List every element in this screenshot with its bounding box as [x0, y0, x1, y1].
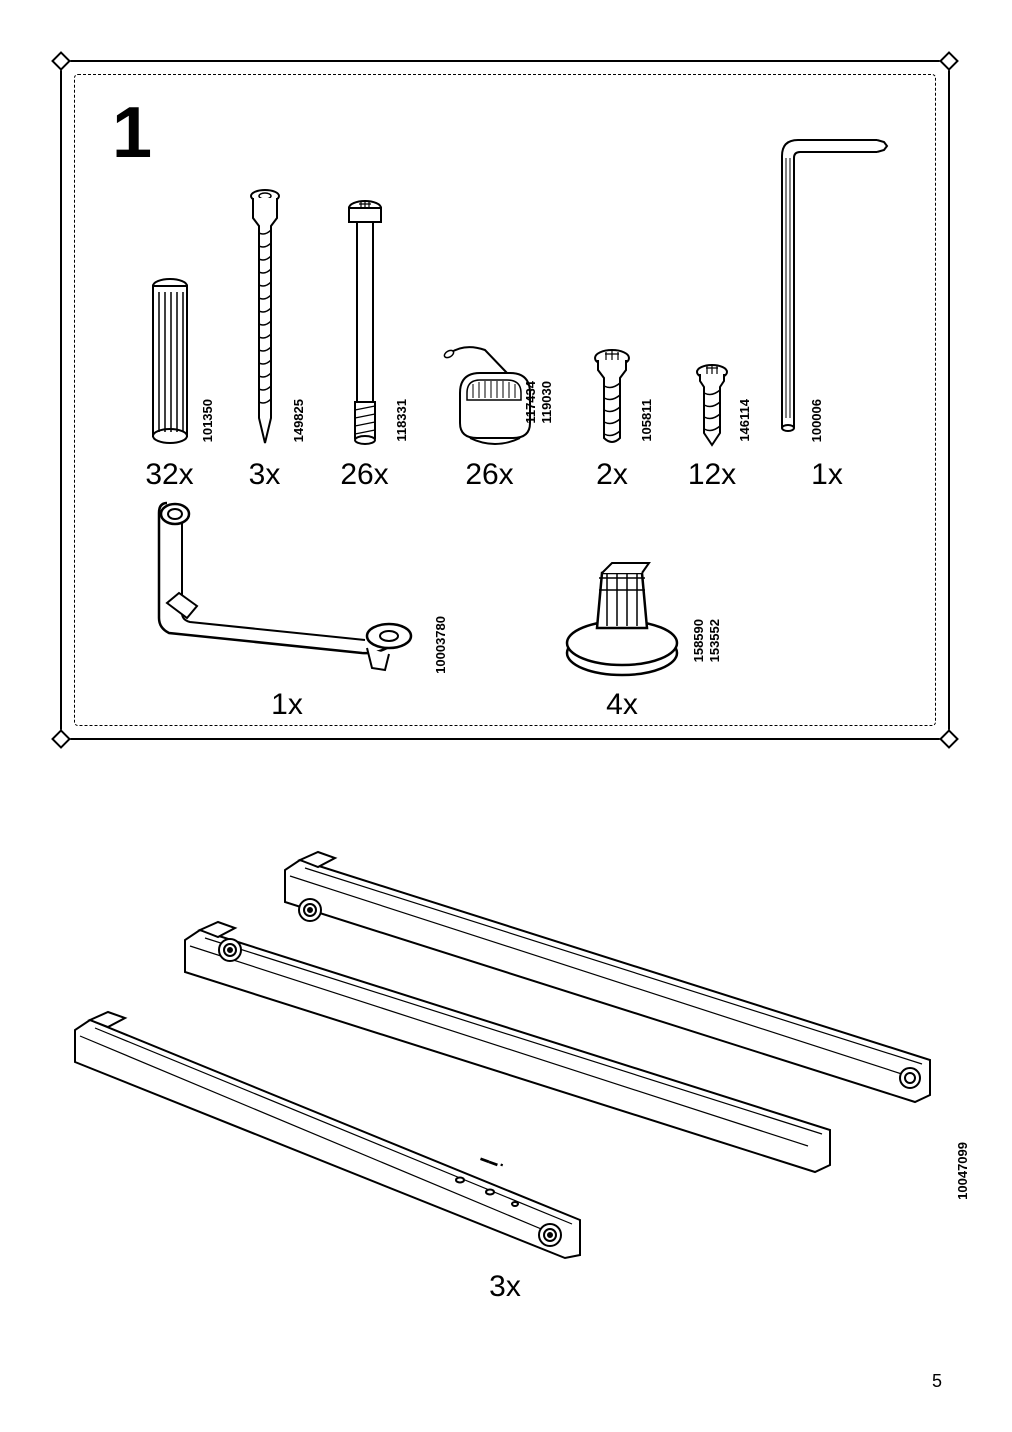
part-qty: 3x [249, 458, 281, 492]
small-screw-icon [692, 363, 732, 448]
bag-corner [939, 729, 959, 749]
hardware-bag: 1 [60, 60, 950, 740]
part-number: 10003780 [433, 616, 448, 674]
hardware-row-1: 101350 32x [122, 152, 908, 492]
part-number: 118331 [394, 399, 409, 442]
part-number: 117434 [523, 381, 538, 424]
bag-corner [51, 51, 71, 71]
bag-corner [939, 51, 959, 71]
dowel-icon [149, 278, 191, 448]
part-wall-bracket: 10003780 1x [122, 488, 452, 722]
part-small-screw: 146114 12x [662, 168, 762, 492]
part-number: 101350 [200, 399, 215, 442]
bolt-icon [343, 198, 387, 448]
part-euro-screw: 105811 2x [562, 168, 662, 492]
page-number: 5 [932, 1371, 942, 1392]
part-qty: 4x [606, 688, 638, 722]
part-qty: 1x [271, 688, 303, 722]
part-number: 10047099 [955, 1142, 970, 1200]
wood-screw-icon [245, 188, 285, 448]
part-foot: 153552 158590 4x [492, 488, 752, 722]
part-qty: 3x [60, 1270, 950, 1304]
part-wood-screw: 149825 3x [217, 148, 312, 492]
drawer-rails-section: ▬▬ ▪ 10047099 3x [60, 820, 950, 1320]
part-qty: 26x [465, 458, 513, 492]
hardware-row-2: 10003780 1x 153552 158590 4x [122, 502, 908, 722]
part-qty: 26x [340, 458, 388, 492]
allen-key-icon [762, 128, 892, 448]
part-number: 105811 [639, 399, 654, 442]
euro-screw-icon [590, 348, 634, 448]
part-number: 119030 [539, 381, 554, 424]
part-number: 100006 [809, 399, 824, 442]
part-number: 149825 [291, 399, 306, 442]
part-number: 146114 [737, 399, 752, 442]
part-allen-key: 100006 1x [762, 128, 892, 492]
part-number: 153552 [707, 619, 722, 662]
foot-icon [547, 558, 697, 678]
part-dowel: 101350 32x [122, 168, 217, 492]
drawer-rails-illustration: ▬▬ ▪ [60, 820, 950, 1260]
part-number: 158590 [691, 619, 706, 662]
instruction-page: 1 [0, 0, 1012, 1432]
part-qty: 32x [145, 458, 193, 492]
svg-text:▬▬ ▪: ▬▬ ▪ [479, 1152, 505, 1170]
bag-corner [51, 729, 71, 749]
part-qty: 2x [596, 458, 628, 492]
part-bolt: 118331 26x [312, 158, 417, 492]
rails-icon: ▬▬ ▪ [60, 820, 950, 1260]
part-cam-lock: 119030 117434 26x [417, 168, 562, 492]
part-qty: 12x [688, 458, 736, 492]
part-qty: 1x [811, 458, 843, 492]
wall-bracket-icon [137, 488, 437, 678]
